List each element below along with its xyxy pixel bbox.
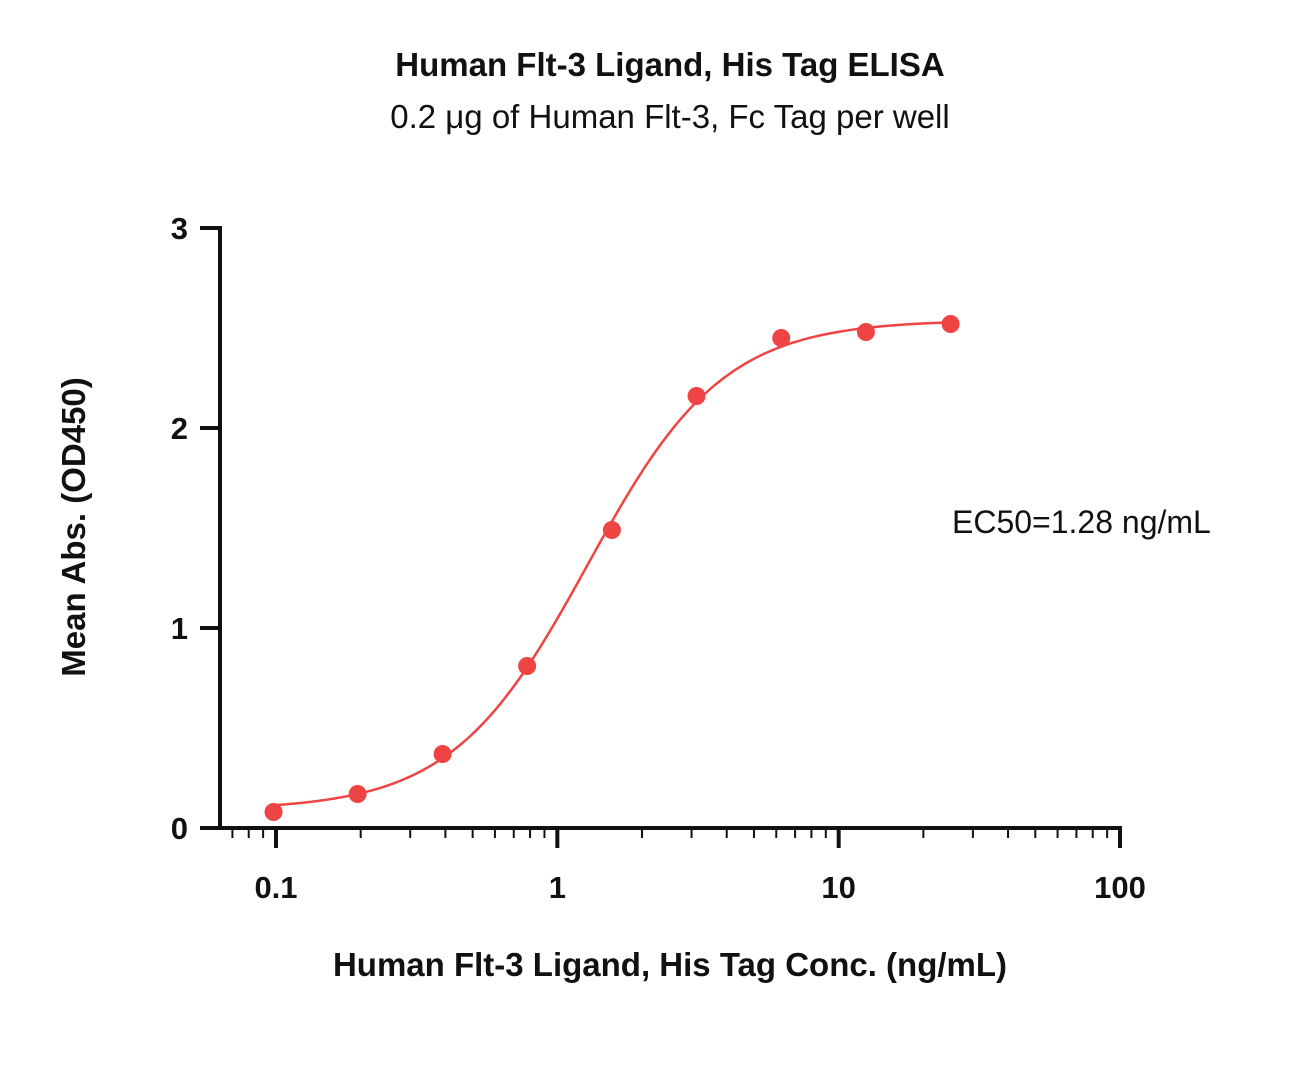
data-point-0 xyxy=(264,803,283,821)
y-tick-label-0: 0 xyxy=(171,811,188,846)
y-tick-label-2: 2 xyxy=(171,411,188,446)
data-point-6 xyxy=(772,329,791,347)
data-point-8 xyxy=(941,315,960,333)
data-point-2 xyxy=(433,745,452,763)
chart-subtitle: 0.2 μg of Human Flt-3, Fc Tag per well xyxy=(390,98,950,135)
data-point-3 xyxy=(518,657,537,675)
chart-title: Human Flt-3 Ligand, His Tag ELISA xyxy=(395,46,945,83)
data-points-layer xyxy=(264,315,960,821)
data-point-5 xyxy=(687,387,706,405)
x-axis-label: Human Flt-3 Ligand, His Tag Conc. (ng/mL… xyxy=(333,946,1007,983)
x-tick-label-2: 10 xyxy=(821,870,855,905)
y-tick-label-3: 3 xyxy=(171,211,188,246)
data-point-1 xyxy=(348,785,367,803)
data-point-7 xyxy=(856,323,875,341)
y-tick-label-1: 1 xyxy=(171,611,188,646)
x-tick-label-3: 100 xyxy=(1094,870,1146,905)
fit-curve-layer xyxy=(273,321,951,807)
ec50-annotation: EC50=1.28 ng/mL xyxy=(952,504,1211,540)
y-axis-label: Mean Abs. (OD450) xyxy=(55,377,92,677)
x-tick-label-0: 0.1 xyxy=(254,870,297,905)
axes: 0 1 2 3 0.1 1 10 100 xyxy=(171,211,1146,905)
fit-curve xyxy=(273,321,951,807)
data-point-4 xyxy=(602,521,621,539)
x-tick-label-1: 1 xyxy=(549,870,566,905)
